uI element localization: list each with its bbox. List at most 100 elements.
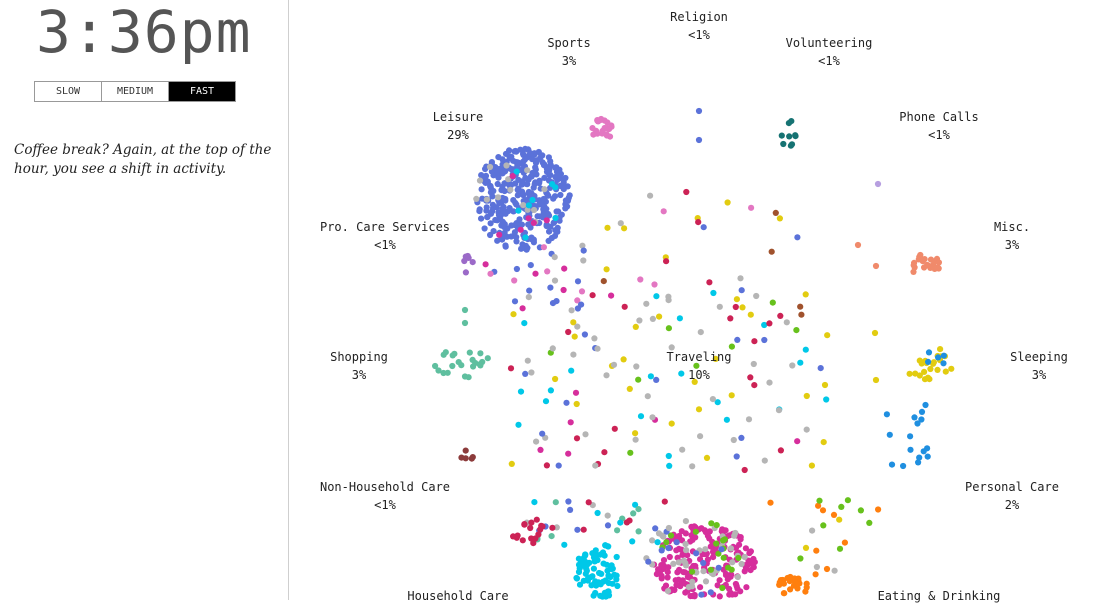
traveling-dot xyxy=(733,453,740,460)
leisure-dot xyxy=(522,174,529,181)
leisure-dot xyxy=(539,159,546,166)
household-dot xyxy=(602,542,609,549)
leisure-dot xyxy=(518,181,525,188)
traveling-dot xyxy=(568,367,575,374)
eating-dot xyxy=(777,579,784,586)
work-dot xyxy=(734,573,741,581)
label-sports: Sports 3% xyxy=(547,34,590,70)
leisure-dot xyxy=(524,167,531,174)
leisure-dot xyxy=(580,247,587,254)
speed-slow-button[interactable]: SLOW xyxy=(35,82,102,101)
household-dot xyxy=(588,582,595,589)
shopping-dot xyxy=(469,356,476,363)
speed-medium-button[interactable]: MEDIUM xyxy=(102,82,169,101)
traveling-dot xyxy=(737,275,744,282)
traveling-dot xyxy=(739,304,746,311)
leisure-dot xyxy=(513,234,520,241)
traveling-dot xyxy=(724,199,731,206)
eating-dot xyxy=(831,567,838,574)
leisure-dot xyxy=(554,224,561,231)
traveling-dot xyxy=(683,188,690,196)
leisure-dot xyxy=(536,213,544,220)
leisure-dot xyxy=(553,208,560,215)
traveling-dot xyxy=(693,362,700,369)
leisure-dot xyxy=(511,229,518,236)
traveling-dot xyxy=(775,407,783,414)
traveling-dot xyxy=(573,400,580,408)
shopping-dot xyxy=(444,369,451,376)
sleeping-dot xyxy=(940,360,947,367)
leisure-dot xyxy=(527,150,534,157)
work-dot xyxy=(751,559,758,566)
leisure-dot xyxy=(484,179,491,186)
sidebar: 3:36pm SLOW MEDIUM FAST Coffee break? Ag… xyxy=(0,0,289,600)
leisure-dot xyxy=(509,173,516,180)
activity-pct: 3% xyxy=(1031,368,1047,382)
traveling-dot xyxy=(626,385,633,392)
eating-dot xyxy=(803,584,810,591)
shopping-dot xyxy=(451,350,458,357)
work-dot xyxy=(682,541,689,548)
traveling-dot xyxy=(794,234,801,241)
leisure-dot xyxy=(476,208,483,215)
household-dot xyxy=(614,527,621,534)
work-dot xyxy=(741,553,748,561)
leisure-dot xyxy=(527,262,534,269)
traveling-dot xyxy=(571,333,578,340)
traveling-dot xyxy=(515,421,522,428)
work-dot xyxy=(684,552,691,559)
household-dot xyxy=(603,561,610,568)
misc-dot xyxy=(854,241,862,249)
traveling-dot xyxy=(563,399,570,406)
sports-dot xyxy=(608,123,615,130)
traveling-dot xyxy=(761,321,768,329)
misc-dot xyxy=(910,268,917,275)
traveling-dot xyxy=(632,430,639,437)
leisure-dot xyxy=(513,265,520,273)
leisure-dot xyxy=(517,146,524,153)
speed-fast-button[interactable]: FAST xyxy=(169,82,235,101)
traveling-dot xyxy=(510,311,517,318)
work-dot xyxy=(703,550,710,558)
label-volunteering: Volunteering <1% xyxy=(786,34,873,70)
activity-name: Leisure xyxy=(432,110,484,124)
traveling-dot xyxy=(793,327,800,334)
personal-dot xyxy=(922,401,929,409)
household-dot xyxy=(527,524,534,532)
sleeping-dot xyxy=(940,352,948,359)
traveling-dot xyxy=(649,315,656,322)
leisure-dot xyxy=(483,196,490,203)
volunteering-dot xyxy=(788,118,795,125)
work-dot xyxy=(676,532,683,540)
traveling-dot xyxy=(824,332,831,339)
household-dot xyxy=(521,521,528,528)
leisure-dot xyxy=(546,228,553,235)
work-dot xyxy=(737,588,744,595)
traveling-dot xyxy=(521,320,528,327)
label-non-household-care: Non-Household Care <1% xyxy=(320,478,450,514)
work-dot xyxy=(713,540,720,547)
work-dot xyxy=(742,564,749,571)
traveling-dot xyxy=(716,303,723,310)
traveling-dot xyxy=(741,466,748,474)
leisure-dot xyxy=(543,205,550,213)
activity-pct: <1% xyxy=(374,498,396,512)
household-dot xyxy=(613,553,620,561)
activity-pct: 10% xyxy=(688,368,710,382)
work-dot xyxy=(726,532,733,539)
work-dot xyxy=(713,522,720,529)
work-dot xyxy=(680,557,687,564)
traveling-dot xyxy=(517,388,525,395)
traveling-dot xyxy=(753,292,760,300)
leisure-dot xyxy=(523,154,531,161)
shopping-dot xyxy=(461,306,469,314)
work-dot xyxy=(664,588,672,595)
leisure-dot xyxy=(560,286,567,294)
caption-text: Coffee break? Again, at the top of the h… xyxy=(14,142,272,177)
nonhousehold-dot xyxy=(462,455,469,462)
household-dot xyxy=(533,516,540,523)
traveling-dot xyxy=(611,425,618,432)
household-dot xyxy=(561,541,568,548)
household-dot xyxy=(574,526,581,533)
work-dot xyxy=(716,577,723,584)
